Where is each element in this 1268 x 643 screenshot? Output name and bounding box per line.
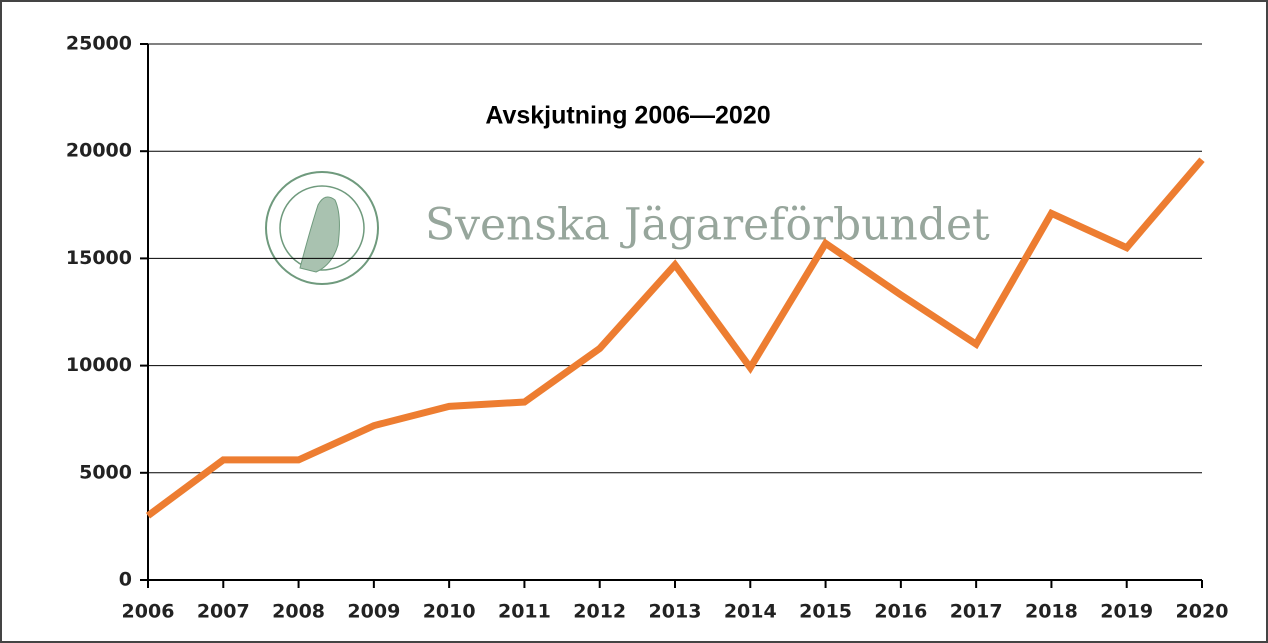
x-tick-label: 2014 bbox=[724, 601, 777, 623]
y-tick-label: 25000 bbox=[66, 33, 132, 55]
x-tick-label: 2012 bbox=[573, 601, 626, 623]
y-tick-label: 0 bbox=[119, 569, 132, 591]
y-tick-label: 5000 bbox=[79, 461, 132, 483]
data-line bbox=[145, 157, 1205, 519]
y-tick-label: 15000 bbox=[66, 247, 132, 269]
x-tick-label: 2017 bbox=[950, 601, 1003, 623]
x-tick-label: 2016 bbox=[874, 601, 927, 623]
x-tick-label: 2008 bbox=[272, 601, 325, 623]
logo bbox=[265, 171, 379, 285]
y-tick-label: 20000 bbox=[66, 140, 132, 162]
x-tick-label: 2015 bbox=[799, 601, 852, 623]
x-tick-label: 2020 bbox=[1176, 601, 1229, 623]
x-tick-label: 2010 bbox=[423, 601, 476, 623]
x-tick-label: 2009 bbox=[347, 601, 400, 623]
x-tick-label: 2019 bbox=[1100, 601, 1153, 623]
x-tick-label: 2006 bbox=[122, 601, 175, 623]
x-tick-label: 2018 bbox=[1025, 601, 1078, 623]
x-tick-label: 2013 bbox=[649, 601, 702, 623]
x-tick-label: 2011 bbox=[498, 601, 551, 623]
chart-title: Avskjutning 2006—2020 bbox=[485, 102, 770, 130]
x-tick-label: 2007 bbox=[197, 601, 250, 623]
watermark: Svenska Jägareförbundet bbox=[425, 200, 990, 251]
y-tick-label: 10000 bbox=[66, 354, 132, 376]
